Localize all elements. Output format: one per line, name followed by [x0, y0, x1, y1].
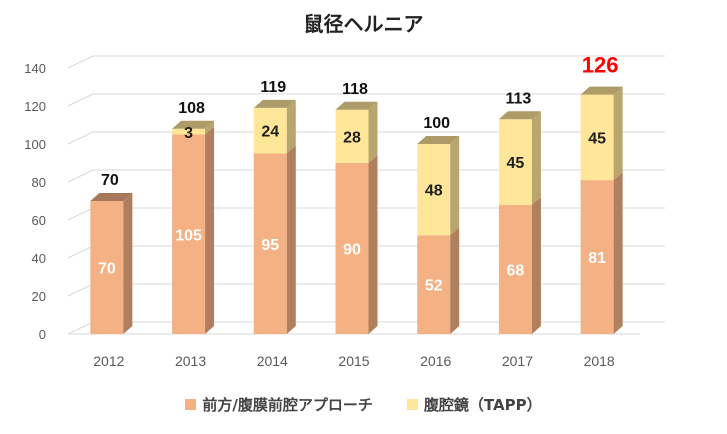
total-label-2015: 118 [342, 81, 368, 98]
bar-stack-2018 [580, 86, 623, 334]
bar-anterior-2012 [90, 201, 124, 334]
data-label-tapp-2016: 48 [425, 183, 443, 200]
x-tick-label-2018: 2018 [584, 353, 615, 369]
gridline-connector [67, 131, 94, 145]
bar-side-anterior-2018 [613, 172, 623, 334]
legend-label-tapp: 腹腔鏡（TAPP） [423, 396, 542, 414]
legend-item-anterior: 前方/腹膜前腔アプローチ [185, 394, 373, 415]
legend-swatch-anterior [185, 399, 197, 410]
bar-top-2014 [253, 99, 296, 108]
data-label-anterior-2018: 81 [588, 250, 606, 267]
bar-anterior-2014 [253, 153, 287, 334]
bar-tapp-2015 [335, 109, 369, 163]
data-label-anterior-2017: 68 [507, 262, 525, 279]
total-label-2013: 108 [178, 100, 205, 117]
bar-anterior-2015 [335, 163, 369, 334]
gridline-connector [67, 321, 94, 335]
bar-stack-2015 [335, 101, 378, 334]
y-tick-label: 40 [32, 251, 46, 266]
gridline-connector [67, 169, 94, 183]
bar-stack-2014 [253, 99, 296, 334]
bar-side-anterior-2015 [368, 155, 378, 334]
bar-side-tapp-2016 [450, 136, 460, 236]
bar-anterior-2018 [580, 180, 614, 334]
bar-side-anterior-2013 [205, 126, 215, 334]
bar-top-2018 [580, 86, 623, 95]
bar-top-2016 [417, 136, 460, 144]
bar-side-anterior-2017 [531, 196, 541, 334]
data-label-anterior-2014: 95 [261, 237, 279, 254]
data-label-anterior-2015: 90 [343, 242, 361, 259]
y-tick-label: 0 [39, 327, 46, 342]
bars [90, 86, 623, 334]
bar-tapp-2014 [253, 107, 287, 154]
y-tick-label: 140 [24, 61, 46, 76]
legend: 前方/腹膜前腔アプローチ 腹腔鏡（TAPP） [0, 394, 727, 415]
bar-top-2012 [90, 193, 133, 201]
gridline-connector [67, 245, 94, 259]
bar-tapp-2013 [172, 128, 206, 135]
data-label-tapp-2017: 45 [507, 155, 525, 172]
gridline-connector [67, 93, 94, 107]
total-label-2016: 100 [423, 115, 450, 132]
bar-stack-2016 [417, 136, 460, 334]
bar-top-2015 [335, 101, 378, 110]
bar-side-tapp-2014 [286, 99, 296, 154]
bar-stack-2013 [172, 120, 215, 334]
total-label-2017: 113 [506, 90, 532, 107]
bar-side-tapp-2017 [531, 111, 541, 205]
bar-side-tapp-2015 [368, 101, 378, 163]
bar-side-anterior-2012 [123, 193, 133, 334]
total-label-2018: 126 [582, 53, 619, 78]
x-tick-label-2015: 2015 [338, 353, 369, 369]
gridline-connector [67, 207, 94, 221]
y-tick-label: 100 [24, 137, 46, 152]
y-tick-label: 20 [32, 289, 46, 304]
bar-anterior-2016 [417, 235, 451, 334]
x-tick-label-2017: 2017 [502, 353, 533, 369]
x-axis: 2012 2013 2014 2015 2016 2017 2018 [93, 353, 615, 369]
gridline-connector [67, 55, 94, 69]
bar-tapp-2018 [580, 94, 614, 181]
data-label-anterior-2016: 52 [425, 278, 443, 295]
y-tick-label: 80 [32, 175, 46, 190]
data-label-anterior-2012: 70 [98, 261, 116, 278]
y-tick-label: 120 [24, 99, 46, 114]
bar-tapp-2017 [498, 119, 532, 205]
x-tick-label-2012: 2012 [93, 353, 124, 369]
x-tick-label-2013: 2013 [175, 353, 206, 369]
legend-label-anterior: 前方/腹膜前腔アプローチ [202, 396, 373, 414]
data-label-anterior-2013: 105 [175, 227, 202, 244]
legend-item-tapp: 腹腔鏡（TAPP） [406, 394, 542, 415]
bar-side-anterior-2014 [286, 145, 296, 334]
x-tick-label-2014: 2014 [257, 353, 288, 369]
legend-swatch-tapp [406, 399, 418, 410]
chart-title: 鼠径ヘルニア [303, 12, 424, 36]
bar-top-2017 [498, 111, 541, 120]
total-label-2014: 119 [260, 79, 286, 96]
data-label-tapp-2014: 24 [261, 124, 279, 141]
bar-side-tapp-2018 [613, 86, 623, 181]
total-label-2012: 70 [101, 172, 119, 189]
bar-stack-2012 [90, 193, 133, 334]
bar-anterior-2013 [172, 134, 206, 334]
gridline-connector [67, 283, 94, 297]
data-label-tapp-2013: 3 [184, 125, 193, 142]
bar-anterior-2017 [498, 204, 532, 334]
x-tick-label-2016: 2016 [420, 353, 451, 369]
data-label-tapp-2015: 28 [343, 129, 361, 146]
data-label-tapp-2018: 45 [588, 130, 606, 147]
y-axis: 0 20 40 60 80 100 120 140 [24, 61, 46, 342]
bar-tapp-2016 [417, 144, 451, 236]
bar-top-2013 [172, 120, 215, 129]
bar-stack-2017 [498, 111, 541, 334]
y-tick-label: 60 [32, 213, 46, 228]
bar-side-anterior-2016 [450, 227, 460, 334]
bar-side-tapp-2013 [205, 120, 215, 135]
data-labels: 70 70 105 3 108 95 24 119 90 28 118 52 48 100 68 45 113 8… [98, 53, 619, 295]
